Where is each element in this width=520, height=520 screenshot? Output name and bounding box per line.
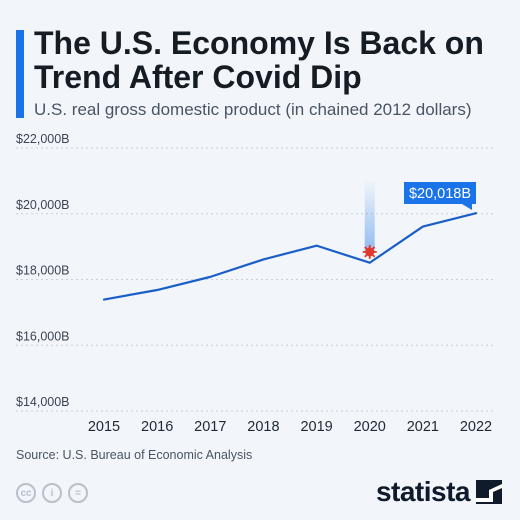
attribution-icon[interactable]: i bbox=[42, 483, 62, 503]
x-tick-label: 2018 bbox=[247, 419, 279, 435]
y-tick-label: $14,000B bbox=[16, 395, 70, 409]
value-callout-box bbox=[404, 182, 476, 204]
x-tick-label: 2017 bbox=[194, 419, 226, 435]
value-callout-pointer bbox=[462, 204, 472, 210]
source-note: Source: U.S. Bureau of Economic Analysis bbox=[16, 448, 253, 462]
license-icons: cc i = bbox=[16, 483, 88, 503]
y-tick-label: $22,000B bbox=[16, 132, 70, 146]
value-callout-label: $20,018B bbox=[409, 186, 471, 202]
x-tick-label: 2015 bbox=[88, 419, 120, 435]
title-accent-bar bbox=[16, 30, 24, 118]
no-derivatives-icon[interactable]: = bbox=[68, 483, 88, 503]
chart-title: The U.S. Economy Is Back on Trend After … bbox=[34, 25, 484, 95]
creative-commons-icon[interactable]: cc bbox=[16, 483, 36, 503]
chart-subtitle: U.S. real gross domestic product (in cha… bbox=[34, 100, 472, 119]
line-chart: $14,000B $16,000B $18,000B $20,000B $22,000B… bbox=[16, 132, 496, 435]
x-tick-label: 2019 bbox=[300, 419, 332, 435]
virus-icon bbox=[362, 244, 377, 259]
y-tick-label: $20,000B bbox=[16, 198, 70, 212]
x-tick-label: 2020 bbox=[354, 419, 386, 435]
brand-logo[interactable]: statista bbox=[376, 476, 502, 508]
x-tick-label: 2022 bbox=[460, 419, 492, 435]
series-line bbox=[102, 212, 478, 301]
statista-logo-icon bbox=[476, 480, 502, 504]
brand-name: statista bbox=[375, 476, 471, 507]
covid-highlight-bar bbox=[364, 180, 375, 252]
y-tick-label: $18,000B bbox=[16, 264, 70, 278]
x-tick-label: 2016 bbox=[141, 419, 173, 435]
x-tick-label: 2021 bbox=[407, 419, 439, 435]
y-tick-label: $16,000B bbox=[16, 329, 70, 343]
